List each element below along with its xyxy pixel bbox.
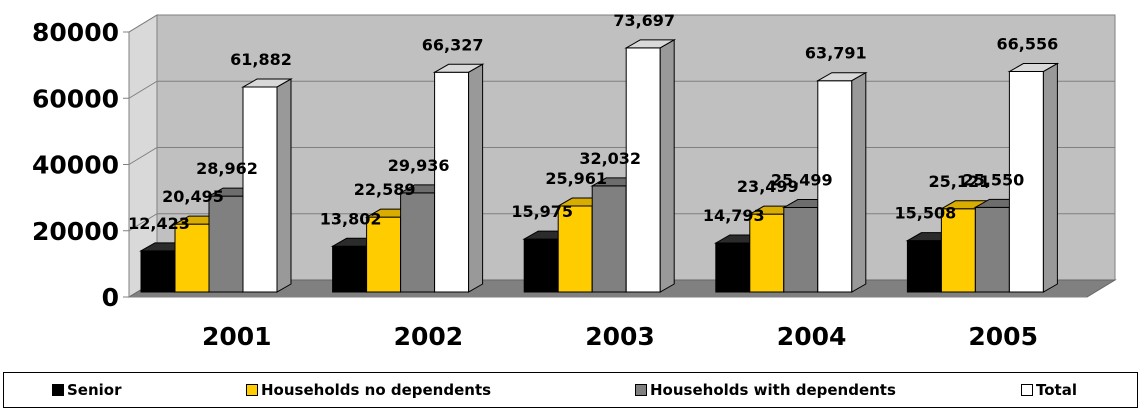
data-label-households-with-dependents-2005: 25,550 — [963, 170, 1025, 189]
data-label-households-with-dependents-2001: 28,962 — [196, 159, 258, 178]
x-tick-label: 2001 — [202, 322, 272, 351]
bar-senior-2001 — [140, 250, 176, 293]
x-tick-label: 2004 — [777, 322, 847, 351]
bar-households-no-dependents-2001 — [174, 223, 210, 293]
data-label-total-2003: 73,697 — [613, 11, 675, 30]
bar-senior-2005 — [906, 240, 942, 293]
data-label-households-with-dependents-2002: 29,936 — [388, 156, 450, 175]
data-label-senior-2003: 15,975 — [511, 202, 573, 221]
gridline — [128, 147, 1115, 165]
chart-plot: 0 20000 40000 60000 80000 12,423 20,495 28,962 6… — [32, 11, 1117, 351]
bar-side-total-2005 — [1042, 62, 1058, 293]
data-label-households-no-dependents-2001: 20,495 — [162, 187, 224, 206]
gridline — [128, 80, 1115, 99]
legend-item-households-with-dependents: Households with dependents — [635, 373, 896, 407]
legend-swatch-households-with-dependents — [635, 384, 647, 396]
bar-households-with-dependents-2004 — [783, 207, 819, 293]
data-label-households-no-dependents-2005: 25,121 — [929, 172, 991, 191]
legend-swatch-households-no-dependents — [246, 384, 258, 396]
bar-side-total-2003 — [659, 39, 675, 293]
bar-total-2001 — [242, 86, 278, 293]
data-label-households-no-dependents-2004: 23,499 — [737, 177, 799, 196]
bar-households-with-dependents-2001 — [208, 195, 244, 293]
bar-senior-2004 — [715, 242, 751, 293]
data-label-total-2002: 66,327 — [422, 35, 484, 54]
bar-side-total-2001 — [276, 78, 292, 293]
data-label-households-with-dependents-2004: 25,499 — [771, 171, 833, 190]
x-tick-label: 2005 — [968, 322, 1038, 351]
bar-households-no-dependents-2002 — [366, 216, 402, 293]
data-label-total-2001: 61,882 — [230, 50, 292, 69]
legend-label-households-with-dependents: Households with dependents — [650, 381, 896, 399]
bar-side-total-2004 — [851, 71, 867, 293]
legend-item-households-no-dependents: Households no dependents — [246, 373, 491, 407]
bar-households-with-dependents-2002 — [400, 192, 436, 293]
bar-side-total-2002 — [468, 63, 484, 293]
chart-legend: Senior Households no dependents Househol… — [3, 372, 1138, 408]
data-label-households-no-dependents-2003: 25,961 — [545, 169, 607, 188]
x-tick-label: 2002 — [394, 322, 464, 351]
data-label-households-with-dependents-2003: 32,032 — [579, 149, 641, 168]
y-tick-label: 20000 — [32, 217, 119, 246]
legend-swatch-senior — [52, 384, 64, 396]
legend-label-households-no-dependents: Households no dependents — [261, 381, 492, 399]
bar-total-2003 — [625, 47, 661, 293]
bar-senior-2003 — [523, 238, 559, 293]
y-tick-label: 60000 — [32, 84, 119, 113]
bar-households-no-dependents-2004 — [749, 213, 785, 293]
legend-label-senior: Senior — [67, 381, 122, 399]
legend-item-total: Total — [1021, 373, 1077, 407]
data-label-total-2005: 66,556 — [997, 35, 1059, 54]
legend-swatch-total — [1021, 384, 1033, 396]
legend-label-total: Total — [1036, 381, 1077, 399]
data-label-senior-2002: 13,802 — [320, 209, 382, 228]
data-label-senior-2005: 15,508 — [895, 204, 957, 223]
x-tick-label: 2003 — [585, 322, 655, 351]
data-label-households-no-dependents-2002: 22,589 — [354, 180, 416, 199]
y-tick-label: 0 — [102, 283, 119, 312]
legend-item-senior: Senior — [52, 373, 122, 407]
data-label-senior-2001: 12,423 — [128, 214, 190, 233]
bar-households-with-dependents-2005 — [974, 206, 1010, 293]
bar-total-2002 — [434, 71, 470, 293]
y-tick-label: 40000 — [32, 151, 119, 180]
bar-households-with-dependents-2003 — [591, 185, 627, 293]
data-label-senior-2004: 14,793 — [703, 206, 765, 225]
y-tick-label: 80000 — [32, 18, 119, 47]
gridline — [128, 14, 1115, 33]
data-label-total-2004: 63,791 — [805, 44, 867, 63]
bar-senior-2002 — [332, 245, 368, 293]
